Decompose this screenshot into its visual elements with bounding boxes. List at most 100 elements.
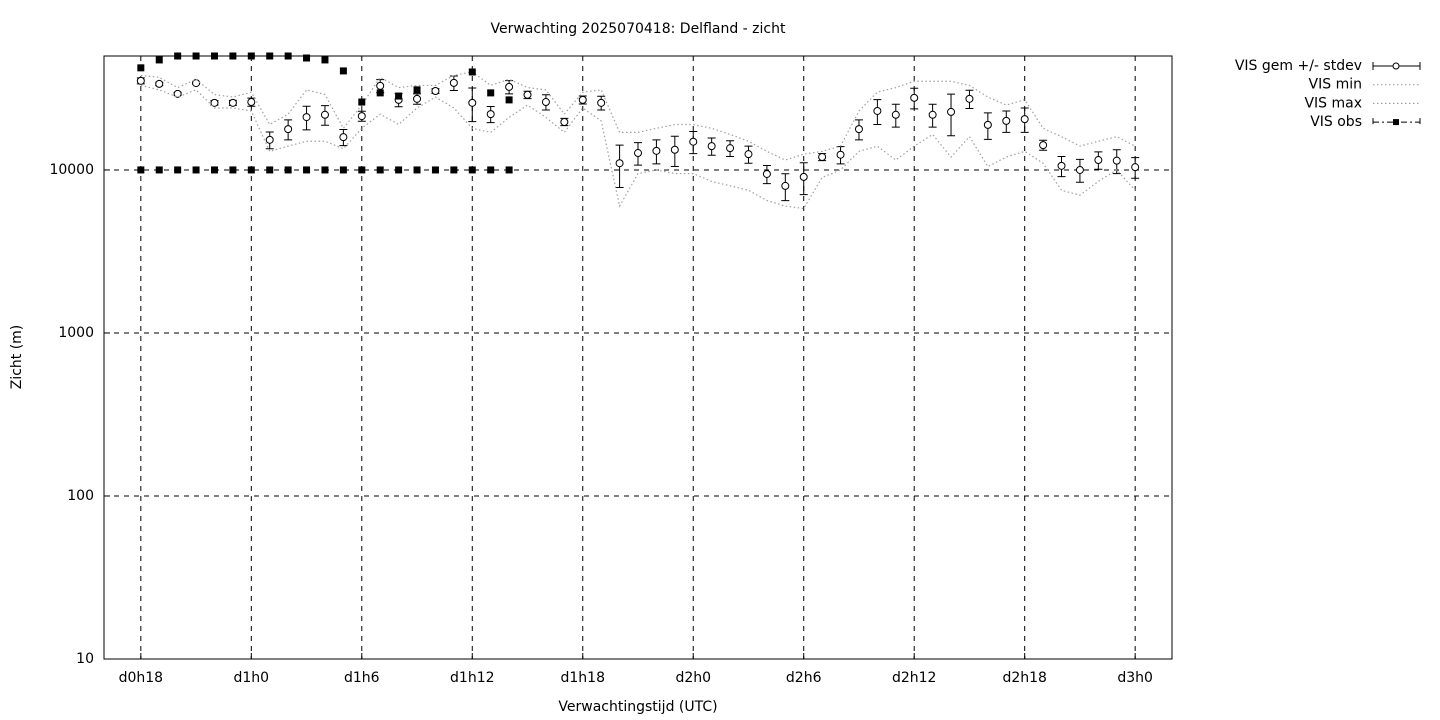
mean-point: [413, 94, 422, 103]
obs-point: [229, 52, 237, 60]
x-tick-label: d2h0: [675, 670, 711, 686]
mean-point: [726, 144, 735, 153]
obs-point: [137, 64, 145, 72]
x-tick-label: d3h0: [1117, 670, 1153, 686]
obs-point: [321, 56, 329, 64]
mean-point: [449, 78, 458, 87]
obs-point: [210, 166, 218, 174]
mean-point: [136, 76, 145, 85]
mean-point: [910, 93, 919, 102]
mean-point: [505, 82, 514, 91]
obs-point: [468, 166, 476, 174]
mean-point: [597, 98, 606, 107]
y-tick-label: 100: [67, 488, 94, 504]
mean-point: [652, 146, 661, 155]
obs-point: [192, 52, 200, 60]
obs-point: [229, 166, 237, 174]
mean-point: [891, 110, 900, 119]
mean-point: [854, 125, 863, 134]
mean-point: [781, 181, 790, 190]
mean-point: [210, 98, 219, 107]
mean-point: [320, 110, 329, 119]
obs-point: [321, 166, 329, 174]
mean-point: [947, 107, 956, 116]
mean-point: [1112, 156, 1121, 165]
mean-point: [1020, 115, 1029, 124]
mean-point: [689, 137, 698, 146]
obs-point: [192, 166, 200, 174]
obs-point: [413, 86, 421, 94]
obs-point: [174, 166, 182, 174]
obs-point: [339, 166, 347, 174]
y-tick-label: 1000: [58, 325, 94, 341]
mean-point: [541, 98, 550, 107]
obs-point: [431, 166, 439, 174]
y-tick-label: 10: [76, 651, 94, 667]
obs-point: [487, 89, 495, 97]
mean-point: [302, 113, 311, 122]
legend-label: VIS obs: [1310, 114, 1362, 130]
obs-point: [210, 52, 218, 60]
legend-swatch: [1393, 119, 1399, 126]
mean-point: [431, 86, 440, 95]
obs-point: [247, 166, 255, 174]
x-tick-label: d0h18: [119, 670, 163, 686]
x-axis-label: Verwachtingstijd (UTC): [558, 699, 717, 715]
obs-point: [155, 166, 163, 174]
y-axis-label: Zicht (m): [9, 325, 25, 390]
mean-point: [634, 149, 642, 158]
obs-point: [266, 166, 274, 174]
mean-point: [818, 153, 827, 162]
mean-point: [707, 142, 716, 151]
obs-point: [247, 52, 255, 60]
mean-point: [284, 125, 293, 134]
mean-point: [486, 110, 495, 119]
mean-point: [1039, 141, 1048, 150]
x-tick-label: d2h6: [786, 670, 822, 686]
obs-point: [284, 166, 292, 174]
x-tick-label: d1h0: [234, 670, 270, 686]
obs-point: [358, 98, 366, 106]
mean-point: [155, 79, 164, 88]
x-tick-label: d1h6: [344, 670, 380, 686]
mean-point: [1002, 116, 1011, 125]
obs-point: [174, 52, 182, 60]
legend-label: VIS max: [1304, 95, 1362, 111]
obs-point: [376, 166, 384, 174]
mean-point: [928, 110, 937, 119]
series-line: [140, 84, 1136, 210]
obs-point: [339, 67, 347, 75]
mean-point: [523, 90, 532, 99]
mean-point: [1057, 161, 1066, 170]
obs-point: [376, 89, 384, 97]
obs-point: [450, 166, 458, 174]
mean-point: [873, 106, 882, 115]
obs-point: [155, 56, 163, 64]
mean-point: [1094, 156, 1103, 165]
series-line: [140, 71, 1136, 161]
mean-point: [965, 94, 974, 103]
mean-point: [799, 172, 808, 181]
mean-point: [670, 145, 679, 154]
mean-point: [578, 95, 587, 104]
obs-point: [303, 166, 311, 174]
mean-point: [1075, 165, 1084, 174]
obs-point: [468, 68, 476, 76]
mean-point: [228, 98, 237, 107]
mean-point: [468, 98, 477, 107]
obs-point: [487, 166, 495, 174]
mean-point: [265, 135, 274, 144]
obs-point: [395, 92, 403, 100]
legend-label: VIS min: [1309, 77, 1362, 93]
obs-point: [413, 166, 421, 174]
mean-point: [173, 89, 182, 98]
x-tick-label: d1h12: [450, 670, 494, 686]
obs-point: [505, 166, 513, 174]
x-tick-label: d1h18: [561, 670, 605, 686]
mean-point: [376, 81, 385, 90]
y-tick-label: 10000: [49, 162, 94, 178]
x-tick-label: d2h18: [1002, 670, 1046, 686]
mean-point: [357, 112, 366, 121]
mean-point: [836, 150, 845, 159]
